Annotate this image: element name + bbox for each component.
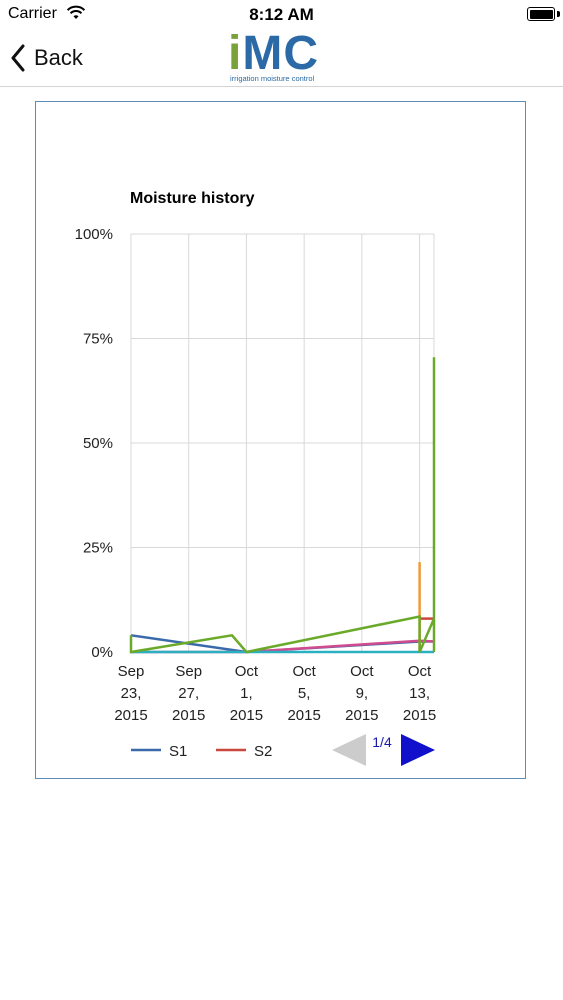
moisture-chart-card: Moisture history 100% 75% 50% 25% 0% Sep 23, 20… xyxy=(35,101,526,779)
wifi-icon xyxy=(66,5,86,26)
back-button[interactable]: Back xyxy=(10,42,83,74)
pager-prev-icon[interactable] xyxy=(332,734,366,766)
x-tick-label: Oct 1, 2015 xyxy=(230,663,263,724)
x-tick-label: Oct 5, 2015 xyxy=(287,663,320,724)
status-bar: Carrier 8:12 AM xyxy=(0,0,563,30)
x-tick-label: Sep 27, 2015 xyxy=(172,663,205,724)
chevron-left-icon xyxy=(11,44,25,72)
legend-label-s1: S1 xyxy=(169,743,187,760)
logo-tagline: irrigation moisture control xyxy=(230,74,315,83)
imc-logo: iMC irrigation moisture control xyxy=(228,27,338,86)
y-tick-label: 0% xyxy=(91,644,113,661)
chart-title: Moisture history xyxy=(130,190,255,207)
legend-label-s2: S2 xyxy=(254,743,272,760)
battery-icon xyxy=(527,7,555,21)
battery-tip xyxy=(557,11,560,17)
moisture-chart: 100% 75% 50% 25% 0%Sep 23, 2015 Sep 27, 2015 Oct 1,… xyxy=(75,226,436,766)
x-tick-label: Sep 23, 2015 xyxy=(114,663,147,724)
y-tick-label: 75% xyxy=(83,331,113,348)
y-tick-label: 50% xyxy=(83,435,113,452)
navigation-bar: Back iMC irrigation moisture control xyxy=(0,27,563,87)
back-label: Back xyxy=(34,45,83,70)
x-tick-label: Oct 9, 2015 xyxy=(345,663,378,724)
clock: 8:12 AM xyxy=(249,5,314,24)
pager-next-icon[interactable] xyxy=(401,734,435,766)
x-tick-label: Oct 13, 2015 xyxy=(403,663,436,724)
y-tick-label: 100% xyxy=(75,226,113,243)
series-line-5 xyxy=(129,357,436,654)
logo-letters: iMC xyxy=(228,27,319,80)
carrier-label: Carrier xyxy=(8,5,57,22)
y-tick-label: 25% xyxy=(83,540,113,557)
pager-label: 1/4 xyxy=(372,734,392,750)
